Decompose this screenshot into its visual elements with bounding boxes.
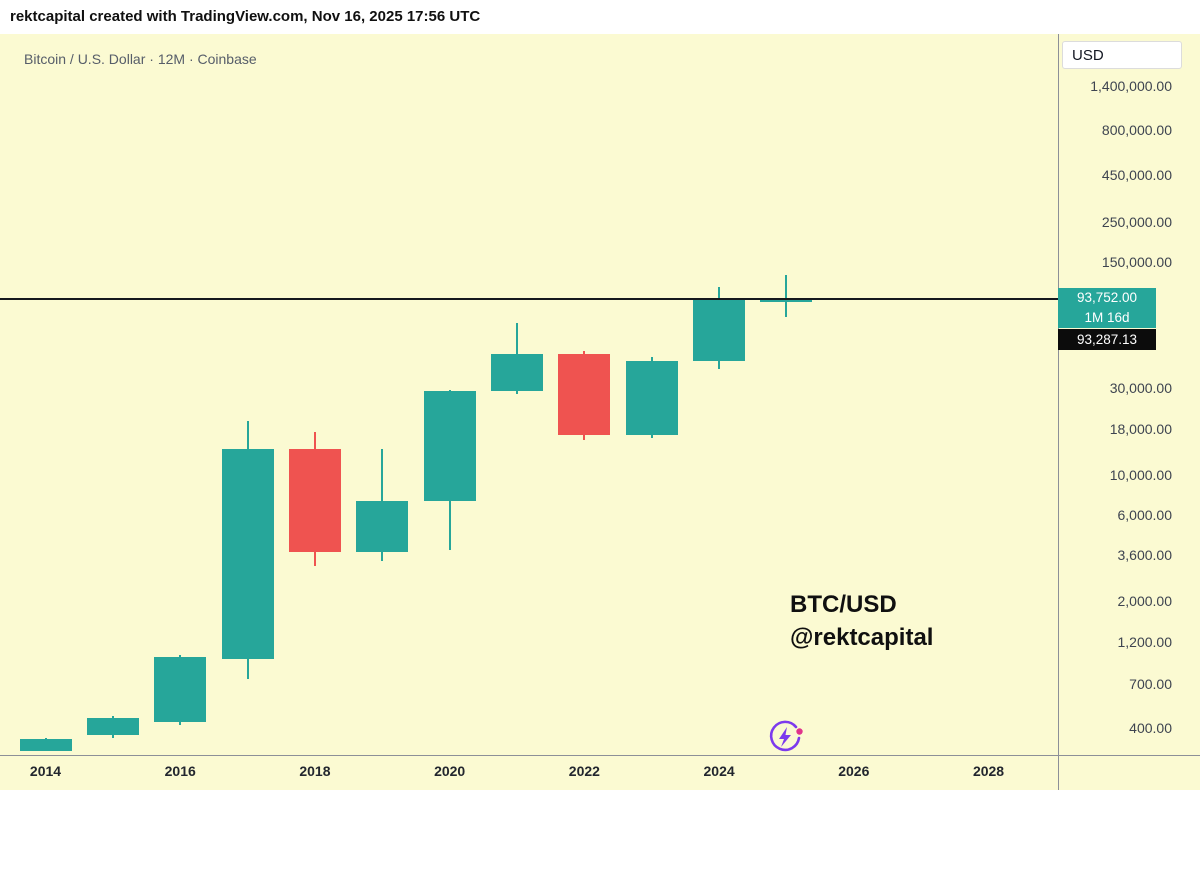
axis-horizontal-separator	[0, 755, 1200, 756]
candle-2019-body	[356, 500, 409, 553]
candle-2017-body	[221, 448, 274, 659]
price-tick-label: 1,400,000.00	[1090, 78, 1172, 94]
chart-watermark: BTC/USD @rektcapital	[790, 588, 933, 654]
last-price-value: 93,752.00	[1076, 289, 1138, 305]
candle-2023-body	[625, 361, 678, 436]
price-tick-label: 1,200.00	[1117, 633, 1173, 650]
candle-2021-body	[491, 354, 544, 391]
candle-2016-body	[154, 657, 207, 722]
bar-close-countdown: 1M 16d	[1084, 309, 1130, 325]
attribution-text: rektcapital created with TradingView.com…	[10, 8, 481, 25]
price-tick-label: 6,000.00	[1117, 506, 1173, 523]
time-tick-label: 2028	[972, 763, 1005, 779]
price-tick-label: 450,000.00	[1101, 167, 1172, 184]
candle-2025-body	[760, 298, 813, 302]
time-tick-label: 2016	[164, 763, 196, 779]
price-tick-label: 250,000.00	[1101, 213, 1172, 230]
horizontal-line-price-badge: 93,287.13	[1058, 328, 1156, 350]
candle-2025-wick	[785, 275, 788, 317]
candle-2024-body	[693, 298, 746, 362]
watermark-symbol: BTC/USD	[790, 591, 897, 618]
watermark-handle: @rektcapital	[790, 624, 934, 651]
attribution-bar: rektcapital created with TradingView.com…	[0, 0, 1200, 34]
footer-bar: TradingView	[0, 790, 1200, 869]
price-tick-label: 30,000.00	[1109, 380, 1172, 397]
candle-2014-body	[19, 738, 72, 751]
price-line[interactable]	[0, 298, 1058, 301]
price-tick-label: 10,000.00	[1109, 466, 1172, 483]
currency-selector-button[interactable]: USD	[1062, 41, 1182, 69]
spark-swirl-icon	[769, 720, 803, 752]
time-tick-label: 2014	[29, 763, 62, 779]
price-tick-label: 3,600.00	[1117, 547, 1173, 564]
time-tick-label: 2018	[299, 763, 331, 779]
time-tick-label: 2020	[434, 763, 466, 779]
last-price-badge: 93,752.00 1M 16d	[1058, 287, 1156, 328]
candle-2022-body	[558, 354, 611, 436]
time-tick-label: 2026	[838, 763, 870, 779]
time-tick-label: 2024	[703, 763, 735, 779]
price-tick-label: 400.00	[1129, 720, 1172, 736]
time-tick-label: 2022	[568, 763, 600, 779]
price-tick-label: 800,000.00	[1101, 122, 1172, 139]
symbol-title[interactable]: Bitcoin / U.S. Dollar · 12M · Coinbase	[24, 51, 257, 67]
price-tick-label: 700.00	[1129, 675, 1172, 692]
candle-2015-body	[86, 717, 139, 735]
candle-2018-body	[288, 448, 341, 553]
price-tick-label: 2,000.00	[1117, 593, 1173, 610]
candle-2020-body	[423, 391, 476, 501]
axis-vertical-separator	[1058, 34, 1059, 790]
price-tick-label: 18,000.00	[1109, 420, 1172, 437]
price-tick-label: 150,000.00	[1101, 253, 1172, 270]
